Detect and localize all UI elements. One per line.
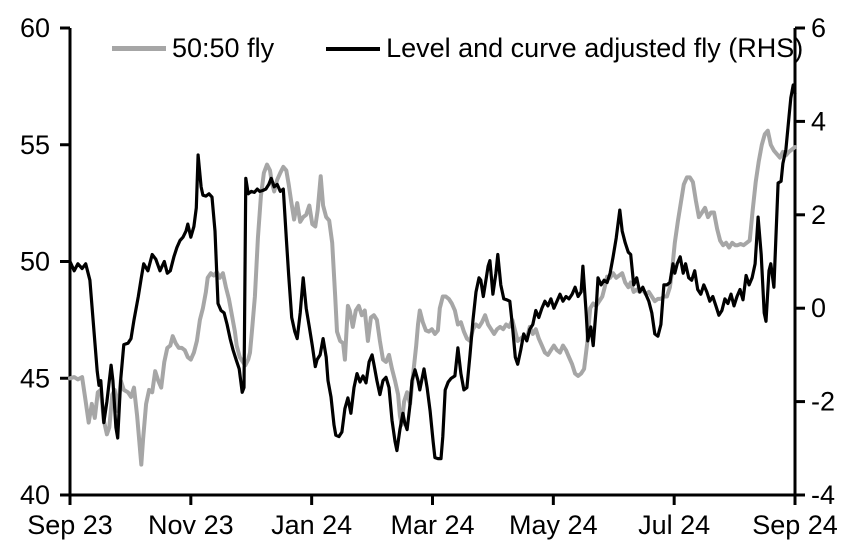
right-axis-tick-label: 0 xyxy=(811,293,826,323)
left-axis-tick-label: 40 xyxy=(20,480,50,510)
black-line-swatch-icon xyxy=(326,46,381,51)
left-axis-tick-label: 45 xyxy=(20,363,50,393)
left-axis-tick-label: 55 xyxy=(20,130,50,160)
right-axis-tick-label: -2 xyxy=(811,387,835,417)
legend-item-5050-fly: 50:50 fly xyxy=(112,33,274,64)
x-axis-tick-label: May 24 xyxy=(509,510,598,540)
left-axis-tick-label: 60 xyxy=(20,13,50,43)
legend-label-adjusted-fly: Level and curve adjusted fly (RHS) xyxy=(386,33,804,63)
right-axis-tick-label: 6 xyxy=(811,13,826,43)
series-line-0 xyxy=(68,128,797,467)
x-axis-tick-label: Sep 23 xyxy=(27,510,113,540)
x-axis-tick-label: Jan 24 xyxy=(271,510,352,540)
x-axis-tick-label: Mar 24 xyxy=(390,510,474,540)
x-axis-tick-label: Jul 24 xyxy=(638,510,710,540)
series-line-1 xyxy=(68,83,797,461)
legend-item-adjusted-fly: Level and curve adjusted fly (RHS) xyxy=(326,33,803,64)
gray-line-swatch-icon xyxy=(112,46,166,51)
x-axis-tick-label: Nov 23 xyxy=(148,510,234,540)
legend: 50:50 fly Level and curve adjusted fly (… xyxy=(112,33,803,64)
right-axis-tick-label: 4 xyxy=(811,106,826,136)
right-axis-tick-label: 2 xyxy=(811,200,826,230)
x-axis-tick-label: Sep 24 xyxy=(752,510,838,540)
left-axis-tick-label: 50 xyxy=(20,247,50,277)
right-axis-tick-label: -4 xyxy=(811,480,835,510)
legend-label-5050-fly: 50:50 fly xyxy=(172,33,275,63)
